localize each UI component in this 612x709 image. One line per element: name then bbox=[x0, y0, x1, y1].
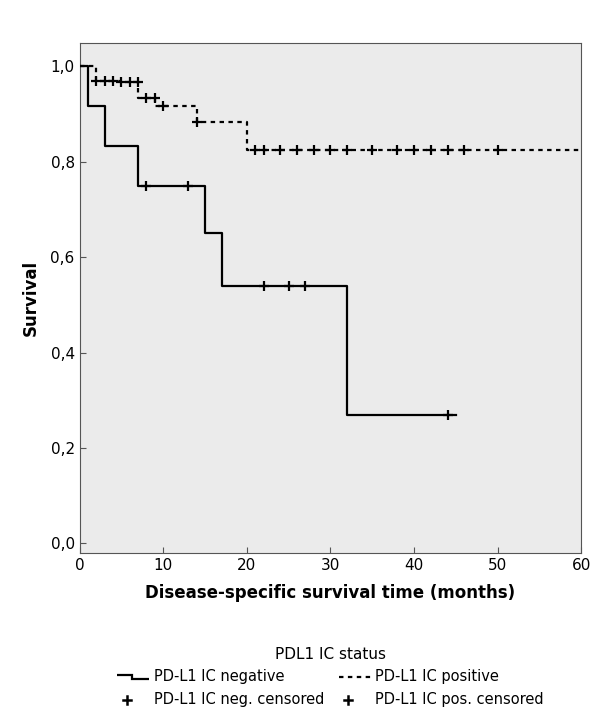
X-axis label: Disease-specific survival time (months): Disease-specific survival time (months) bbox=[146, 584, 515, 602]
Y-axis label: Survival: Survival bbox=[21, 259, 39, 336]
Legend: PD-L1 IC negative, PD-L1 IC neg. censored, PD-L1 IC positive, PD-L1 IC pos. cens: PD-L1 IC negative, PD-L1 IC neg. censore… bbox=[118, 647, 543, 707]
